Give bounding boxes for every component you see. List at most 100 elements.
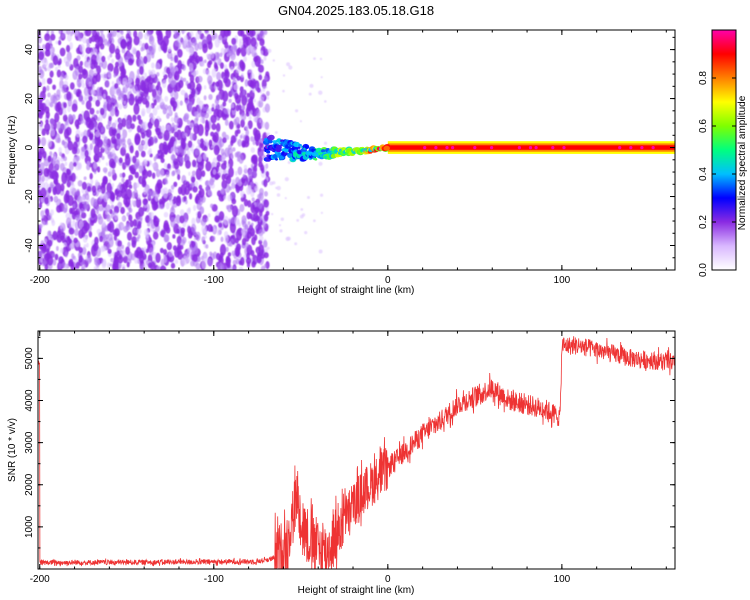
- noise-blob: [178, 79, 184, 89]
- noise-blob: [246, 102, 253, 112]
- noise-blob: [108, 179, 112, 184]
- noise-blob: [110, 194, 115, 202]
- noise-blob: [170, 146, 176, 155]
- noise-blob: [185, 181, 190, 188]
- noise-blob: [175, 148, 179, 153]
- noise-blob: [162, 79, 167, 89]
- noise-blob: [83, 200, 89, 210]
- noise-blob: [318, 249, 323, 254]
- noise-blob: [211, 34, 216, 41]
- noise-blob: [123, 225, 129, 233]
- noise-blob: [71, 103, 78, 112]
- noise-blob: [207, 61, 212, 69]
- noise-blob: [128, 207, 133, 213]
- noise-blob: [107, 262, 111, 269]
- noise-blob: [38, 150, 43, 161]
- noise-blob: [209, 178, 215, 186]
- noise-blob: [99, 107, 105, 116]
- noise-blob: [198, 199, 203, 206]
- noise-blob: [155, 85, 160, 91]
- noise-blob: [224, 235, 229, 244]
- noise-blob: [243, 56, 248, 62]
- noise-blob: [68, 113, 73, 123]
- noise-blob: [76, 188, 81, 197]
- noise-blob: [70, 172, 76, 182]
- noise-blob: [223, 195, 227, 201]
- noise-blob: [97, 92, 103, 101]
- noise-blob: [123, 100, 127, 105]
- noise-blob: [137, 220, 142, 227]
- noise-blob: [80, 133, 83, 138]
- noise-blob: [236, 156, 240, 162]
- noise-blob: [243, 164, 248, 170]
- noise-blob: [238, 266, 244, 270]
- noise-blob: [279, 229, 283, 233]
- noise-blob: [39, 162, 45, 172]
- noise-blob: [223, 64, 228, 70]
- noise-blob: [288, 65, 293, 70]
- noise-blob: [120, 70, 126, 79]
- noise-blob: [166, 113, 170, 119]
- noise-blob: [144, 42, 149, 50]
- noise-blob: [97, 36, 104, 47]
- noise-blob: [93, 153, 100, 163]
- noise-blob: [228, 219, 232, 224]
- noise-blob: [155, 169, 161, 178]
- signal-blob: [277, 147, 282, 152]
- noise-blob: [101, 55, 106, 63]
- noise-blob: [76, 78, 82, 88]
- colorbar: 0.0 0.2 0.4 0.6 0.8 Normalized spectral ampl…: [698, 29, 748, 277]
- noise-blob: [45, 221, 48, 226]
- noise-blob: [66, 168, 72, 176]
- noise-blob: [284, 197, 287, 200]
- noise-blob: [126, 261, 130, 268]
- noise-blob: [56, 233, 63, 243]
- y-tick-label: 4000: [24, 389, 35, 412]
- noise-blob: [156, 266, 161, 270]
- noise-blob: [213, 226, 216, 231]
- noise-blob: [284, 177, 289, 182]
- noise-blob: [195, 31, 201, 40]
- noise-blob: [179, 100, 183, 106]
- noise-blob: [146, 189, 152, 199]
- noise-blob: [94, 134, 101, 147]
- noise-blob: [262, 86, 266, 92]
- y-tick-label: 1000: [24, 515, 35, 538]
- noise-blob: [197, 155, 202, 162]
- noise-blob: [38, 122, 44, 131]
- noise-blob: [156, 72, 160, 77]
- noise-blob: [235, 151, 240, 159]
- noise-blob: [127, 138, 132, 146]
- noise-blob: [149, 247, 154, 256]
- x-tick-label: 0: [385, 574, 391, 585]
- noise-blob: [47, 92, 51, 98]
- colorbar-gradient: [711, 29, 737, 271]
- noise-blob: [263, 75, 268, 81]
- noise-blob: [73, 162, 77, 167]
- noise-blob: [134, 133, 141, 145]
- noise-blob: [171, 205, 175, 211]
- noise-blob: [164, 147, 168, 155]
- noise-blob: [78, 73, 83, 80]
- noise-blob: [247, 200, 252, 208]
- noise-blob: [197, 139, 201, 145]
- noise-blob: [248, 116, 252, 120]
- noise-blob: [188, 105, 193, 113]
- noise-blob: [234, 116, 240, 126]
- noise-blob: [129, 220, 134, 228]
- noise-blob: [259, 235, 264, 242]
- noise-blob: [259, 38, 265, 47]
- noise-blob: [135, 77, 141, 87]
- noise-blob: [48, 230, 52, 236]
- noise-blob: [71, 253, 75, 260]
- noise-blob: [66, 217, 72, 227]
- noise-blob: [78, 247, 83, 254]
- noise-blob: [218, 136, 222, 143]
- noise-blob: [89, 172, 93, 180]
- noise-blob: [60, 247, 64, 254]
- noise-blob: [133, 103, 140, 115]
- noise-blob: [64, 74, 69, 81]
- noise-blob: [144, 228, 149, 237]
- noise-blob: [241, 142, 246, 147]
- noise-blob: [172, 105, 176, 112]
